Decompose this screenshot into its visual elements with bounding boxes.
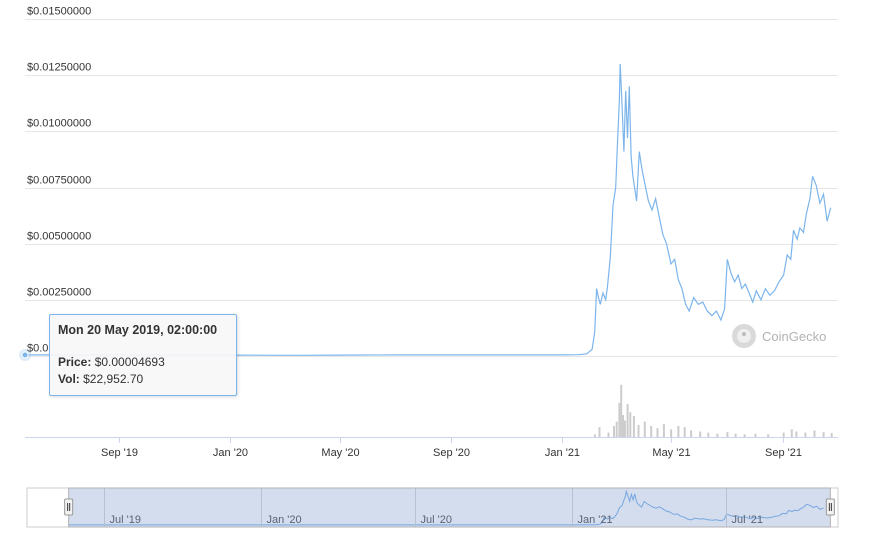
volume-bar: [662, 423, 665, 437]
watermark-text: CoinGecko: [762, 328, 827, 344]
volume-bar: [670, 429, 673, 437]
y-tick-label: $0.00250000: [27, 287, 91, 299]
volume-bar: [623, 420, 626, 437]
tooltip-price-label: Price:: [58, 355, 92, 369]
volume-bar: [822, 432, 825, 438]
volume-bar: [683, 427, 686, 437]
navigator-tick-label: Jul '21: [732, 514, 763, 526]
volume-bar: [656, 428, 659, 437]
x-tick-label: May '21: [652, 447, 690, 459]
volume-bar: [754, 433, 757, 437]
tooltip-date: Mon 20 May 2019, 02:00:00: [58, 323, 218, 337]
volume-bar: [629, 412, 632, 438]
y-tick-label: $0.01000000: [27, 118, 91, 130]
volume-bar: [613, 426, 615, 437]
navigator-selection[interactable]: [68, 487, 831, 528]
y-tick-label: $0.00750000: [27, 175, 91, 187]
volume-bar: [677, 426, 680, 437]
volume-bar: [743, 434, 746, 438]
volume-bar: [707, 432, 710, 437]
navigator-handle-left[interactable]: [64, 498, 74, 516]
x-axis-ticks: Sep '19 Jan '20 May '20 Sep '20 Jan '21 May '…: [101, 437, 802, 459]
volume-bar: [650, 426, 653, 437]
x-tick-label: Sep '19: [101, 447, 138, 459]
volume-bar: [626, 404, 629, 437]
volume-bar: [618, 402, 621, 437]
x-tick-label: Jan '21: [545, 447, 580, 459]
navigator[interactable]: Jul '19 Jan '20 Jul '20 Jan '21 Jul '21: [26, 487, 839, 528]
volume-bar: [716, 433, 719, 437]
y-tick-label: $0.00500000: [27, 231, 91, 243]
navigator-handle-right[interactable]: [825, 498, 835, 516]
volume-bar: [615, 421, 618, 437]
volume-bar: [734, 433, 737, 437]
volume-bar: [795, 431, 798, 437]
y-tick-label: $0.0: [27, 343, 48, 355]
volume-bar: [598, 427, 601, 437]
hover-point-dot: [21, 351, 29, 359]
volume-bar: [804, 432, 807, 437]
tooltip-vol-label: Vol:: [58, 372, 80, 386]
x-tick-label: Jan '20: [213, 447, 248, 459]
navigator-tick-label: Jan '20: [267, 514, 302, 526]
tooltip-price-row: Price: $0.00004693: [58, 355, 165, 369]
navigator-tick-label: Jul '19: [110, 514, 141, 526]
volume-bar: [699, 431, 702, 437]
x-tick-label: Sep '21: [765, 447, 802, 459]
volume-bar: [830, 433, 833, 437]
x-tick-label: Sep '20: [433, 447, 470, 459]
tooltip-vol-row: Vol: $22,952.70: [58, 372, 143, 386]
tooltip: Mon 20 May 2019, 02:00:00 Price: $0.0000…: [49, 314, 237, 396]
volume-bar: [690, 430, 693, 437]
volume-bar: [813, 430, 816, 437]
x-tick-label: May '20: [321, 447, 359, 459]
volume-bar: [607, 432, 610, 437]
price-series-line: [25, 63, 832, 356]
tooltip-vol-value: $22,952.70: [83, 372, 144, 386]
navigator-background: [26, 487, 839, 528]
volume-bar: [620, 384, 623, 438]
volume-bar: [632, 416, 635, 437]
volume-bar: [767, 434, 770, 438]
y-tick-label: $0.01500000: [27, 6, 91, 18]
navigator-series-line: [68, 489, 824, 526]
volume-bar: [643, 421, 646, 437]
grid-lines: [25, 19, 838, 357]
volume-bar: [593, 434, 596, 438]
navigator-tick-label: Jul '20: [421, 514, 452, 526]
y-axis-labels: $0.0 $0.00250000 $0.00500000 $0.00750000 $0.…: [27, 6, 91, 355]
y-tick-label: $0.01250000: [27, 62, 91, 74]
coingecko-watermark: CoinGecko: [732, 322, 826, 350]
volume-bar: [622, 415, 624, 437]
tooltip-price-value: $0.00004693: [94, 355, 165, 369]
volume-bar: [790, 429, 793, 437]
volume-bars: [593, 384, 833, 438]
volume-bar: [726, 432, 729, 438]
navigator-tick-label: Jan '21: [578, 514, 613, 526]
volume-bar: [637, 424, 640, 437]
volume-bar: [782, 432, 785, 437]
gecko-logo-icon: [732, 324, 756, 348]
